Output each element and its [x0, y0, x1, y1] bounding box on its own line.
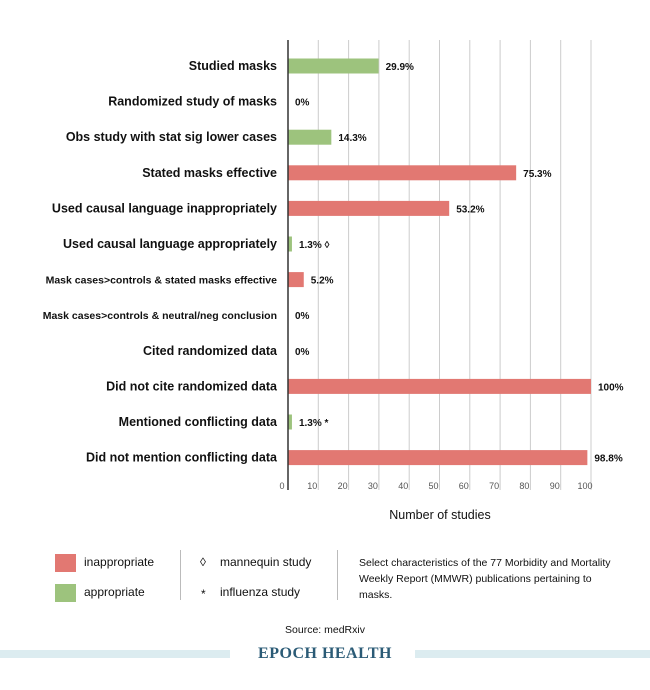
category-label: Used causal language inappropriately — [52, 201, 277, 215]
footer-rule-right — [415, 650, 650, 658]
x-tick-label: 20 — [338, 481, 348, 491]
chart-note: Select characteristics of the 77 Morbidi… — [359, 557, 611, 601]
footer-rule-left — [0, 650, 230, 658]
legend-divider — [337, 550, 338, 600]
category-label: Mask cases>controls & stated masks effec… — [46, 275, 278, 287]
legend-swatch-appropriate — [55, 584, 76, 602]
footer-brand-band: EPOCH HEALTH — [0, 645, 650, 663]
bar — [288, 58, 379, 74]
category-label: Did not cite randomized data — [106, 379, 278, 393]
bar-chart: Studied masks 29.9% Randomized study of ma… — [43, 40, 624, 522]
value-label: 100% — [598, 382, 624, 393]
legend-label-mannequin: mannequin study — [220, 555, 312, 569]
x-tick-label: 50 — [428, 481, 438, 491]
x-tick-label: 90 — [550, 481, 560, 491]
value-label: 0% — [295, 347, 310, 358]
category-label: Randomized study of masks — [108, 95, 277, 109]
value-label: 29.9% — [386, 62, 414, 73]
category-label: Mentioned conflicting data — [119, 415, 278, 429]
legend: inappropriate appropriate ◊ mannequin st… — [0, 540, 650, 620]
x-tick-label: 70 — [489, 481, 499, 491]
bar — [288, 236, 292, 252]
bar — [288, 378, 591, 394]
value-label: 14.3% — [338, 133, 366, 144]
category-label: Cited randomized data — [143, 344, 278, 358]
x-tick-label: 30 — [368, 481, 378, 491]
value-label: 1.3% ◊ — [299, 240, 330, 251]
x-tick-label: 40 — [398, 481, 408, 491]
brand-logo: EPOCH HEALTH — [258, 645, 392, 662]
legend-label-inappropriate: inappropriate — [84, 555, 155, 569]
value-label: 53.2% — [456, 204, 484, 215]
bar — [288, 450, 588, 466]
legend-influenza-symbol: * — [201, 587, 206, 601]
x-tick-label: 0 — [279, 481, 284, 491]
category-label: Mask cases>controls & neutral/neg conclu… — [43, 310, 277, 322]
x-tick-label: 10 — [307, 481, 317, 491]
source-credit: Source: medRxiv — [285, 624, 365, 636]
value-label: 75.3% — [523, 169, 551, 180]
legend-divider — [180, 550, 181, 600]
bar — [288, 165, 517, 181]
legend-label-appropriate: appropriate — [84, 585, 145, 599]
value-label: 0% — [295, 98, 310, 109]
category-label: Obs study with stat sig lower cases — [66, 130, 277, 144]
legend-mannequin-symbol: ◊ — [200, 555, 206, 569]
x-tick-label: 60 — [459, 481, 469, 491]
value-label: 5.2% — [311, 276, 334, 287]
category-label: Stated masks effective — [142, 166, 277, 180]
bar — [288, 414, 292, 430]
bar — [288, 200, 450, 216]
bar — [288, 129, 332, 145]
category-label: Studied masks — [189, 59, 277, 73]
x-tick-label: 100 — [577, 481, 592, 491]
value-label: 1.3% * — [299, 418, 329, 429]
legend-swatch-inappropriate — [55, 554, 76, 572]
category-label: Did not mention conflicting data — [86, 451, 278, 465]
x-tick-label: 80 — [519, 481, 529, 491]
value-label: 98.8% — [594, 454, 622, 465]
category-label: Used causal language appropriately — [63, 237, 277, 251]
x-axis-title: Number of studies — [389, 508, 490, 522]
value-label: 0% — [295, 311, 310, 322]
bar — [288, 272, 304, 288]
legend-label-influenza: influenza study — [220, 585, 301, 599]
